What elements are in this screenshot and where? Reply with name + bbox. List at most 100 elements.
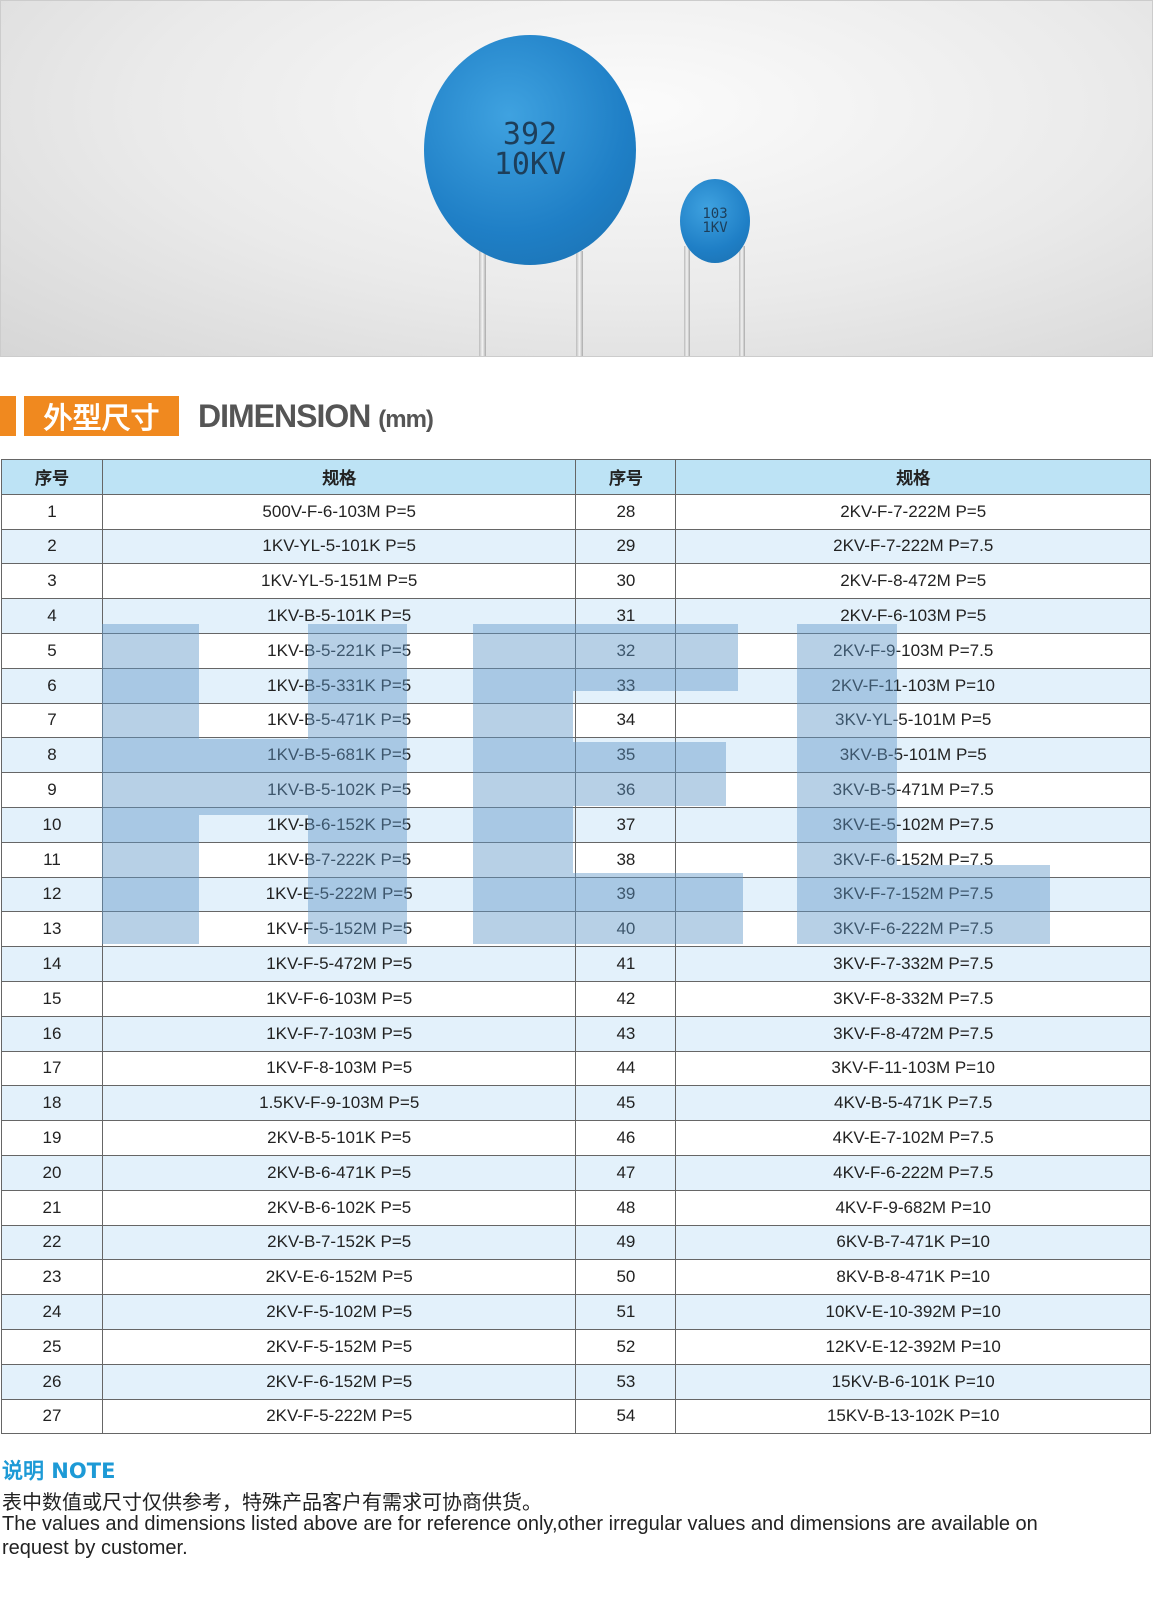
- cell-spec: 2KV-F-9-103M P=7.5: [675, 632, 1151, 669]
- cell-spec: 6KV-B-7-471K P=10: [675, 1224, 1151, 1261]
- cell-index: 12: [1, 876, 103, 913]
- table-row: 7 1KV-B-5-471K P=5 34 3KV-YL-5-101M P=5: [1, 702, 1151, 739]
- cell-spec: 2KV-F-5-102M P=5: [101, 1294, 577, 1330]
- cell-index: 53: [575, 1363, 677, 1400]
- cell-index: 3: [1, 563, 103, 600]
- cell-spec: 3KV-E-5-102M P=7.5: [675, 806, 1151, 843]
- section-unit: (mm): [378, 406, 434, 433]
- cell-spec: 4KV-E-7-102M P=7.5: [675, 1120, 1151, 1156]
- table-row: 8 1KV-B-5-681K P=5 35 3KV-B-5-101M P=5: [1, 737, 1151, 774]
- note-text-cn: 表中数值或尺寸仅供参考，特殊产品客户有需求可协商供货。: [2, 1490, 542, 1514]
- cell-index: 33: [575, 667, 677, 704]
- table-row: 11 1KV-B-7-222K P=5 38 3KV-F-6-152M P=7.5: [1, 841, 1151, 878]
- large-cap-value: 392: [502, 117, 558, 152]
- cell-index: 11: [1, 841, 103, 878]
- cell-index: 51: [575, 1294, 677, 1330]
- cell-spec: 2KV-F-5-152M P=5: [101, 1328, 577, 1365]
- cell-index: 1: [1, 493, 103, 530]
- cell-index: 32: [575, 632, 677, 669]
- cell-spec: 3KV-F-6-222M P=7.5: [675, 911, 1151, 948]
- cell-spec: 2KV-B-7-152K P=5: [101, 1224, 577, 1261]
- table-row: 24 2KV-F-5-102M P=5 51 10KV-E-10-392M P=10: [1, 1294, 1151, 1330]
- cell-index: 6: [1, 667, 103, 704]
- cell-index: 30: [575, 563, 677, 600]
- cell-spec: 2KV-F-8-472M P=5: [675, 563, 1151, 600]
- cell-index: 37: [575, 806, 677, 843]
- cell-spec: 3KV-F-7-332M P=7.5: [675, 946, 1151, 982]
- cell-spec: 500V-F-6-103M P=5: [101, 493, 577, 530]
- cell-index: 34: [575, 702, 677, 739]
- cell-spec: 1KV-B-6-152K P=5: [101, 806, 577, 843]
- capacitor-lead: [576, 251, 583, 356]
- cell-spec: 8KV-B-8-471K P=10: [675, 1259, 1151, 1296]
- section-title-cn: 外型尺寸: [24, 396, 179, 436]
- table-row: 1 500V-F-6-103M P=5 28 2KV-F-7-222M P=5: [1, 493, 1151, 530]
- note-text-en: The values and dimensions listed above a…: [2, 1513, 1038, 1559]
- cell-index: 39: [575, 876, 677, 913]
- cell-spec: 1KV-F-8-103M P=5: [101, 1050, 577, 1087]
- header-spec: 规格: [675, 459, 1151, 495]
- cell-index: 47: [575, 1154, 677, 1191]
- table-row: 4 1KV-B-5-101K P=5 31 2KV-F-6-103M P=5: [1, 598, 1151, 634]
- cell-index: 36: [575, 772, 677, 808]
- cell-spec: 1KV-F-6-103M P=5: [101, 980, 577, 1017]
- table-row: 27 2KV-F-5-222M P=5 54 15KV-B-13-102K P=10: [1, 1398, 1151, 1435]
- cell-spec: 12KV-E-12-392M P=10: [675, 1328, 1151, 1365]
- table-row: 19 2KV-B-5-101K P=5 46 4KV-E-7-102M P=7.5: [1, 1120, 1151, 1156]
- small-cap-value: 103: [702, 206, 728, 222]
- cell-index: 52: [575, 1328, 677, 1365]
- cell-spec: 2KV-F-6-103M P=5: [675, 598, 1151, 634]
- cell-spec: 1KV-B-7-222K P=5: [101, 841, 577, 878]
- cell-spec: 2KV-B-6-102K P=5: [101, 1189, 577, 1226]
- cell-spec: 1KV-YL-5-101K P=5: [101, 528, 577, 565]
- large-cap-voltage: 10KV: [493, 147, 567, 182]
- table-row: 22 2KV-B-7-152K P=5 49 6KV-B-7-471K P=10: [1, 1224, 1151, 1261]
- cell-index: 13: [1, 911, 103, 948]
- cell-spec: 1KV-B-5-101K P=5: [101, 598, 577, 634]
- cell-index: 44: [575, 1050, 677, 1087]
- cell-spec: 1KV-F-5-152M P=5: [101, 911, 577, 948]
- cell-spec: 2KV-F-7-222M P=7.5: [675, 528, 1151, 565]
- table-row: 12 1KV-E-5-222M P=5 39 3KV-F-7-152M P=7.5: [1, 876, 1151, 913]
- cell-index: 10: [1, 806, 103, 843]
- table-row: 5 1KV-B-5-221K P=5 32 2KV-F-9-103M P=7.5: [1, 632, 1151, 669]
- cell-index: 22: [1, 1224, 103, 1261]
- table-row: 16 1KV-F-7-103M P=5 43 3KV-F-8-472M P=7.5: [1, 1015, 1151, 1052]
- cell-index: 9: [1, 772, 103, 808]
- cell-index: 48: [575, 1189, 677, 1226]
- small-capacitor: 103 1KV: [680, 179, 750, 263]
- cell-spec: 1KV-F-7-103M P=5: [101, 1015, 577, 1052]
- cell-index: 49: [575, 1224, 677, 1261]
- cell-index: 26: [1, 1363, 103, 1400]
- cell-index: 46: [575, 1120, 677, 1156]
- cell-index: 38: [575, 841, 677, 878]
- cell-spec: 2KV-F-6-152M P=5: [101, 1363, 577, 1400]
- cell-index: 43: [575, 1015, 677, 1052]
- cell-spec: 3KV-B-5-471M P=7.5: [675, 772, 1151, 808]
- cell-index: 16: [1, 1015, 103, 1052]
- small-cap-voltage: 1KV: [702, 220, 728, 236]
- table-row: 14 1KV-F-5-472M P=5 41 3KV-F-7-332M P=7.5: [1, 946, 1151, 982]
- cell-spec: 15KV-B-6-101K P=10: [675, 1363, 1151, 1400]
- cell-index: 40: [575, 911, 677, 948]
- table-row: 20 2KV-B-6-471K P=5 47 4KV-F-6-222M P=7.5: [1, 1154, 1151, 1191]
- cell-spec: 2KV-F-5-222M P=5: [101, 1398, 577, 1435]
- cell-index: 14: [1, 946, 103, 982]
- cell-spec: 4KV-F-9-682M P=10: [675, 1189, 1151, 1226]
- cell-index: 8: [1, 737, 103, 774]
- header-index: 序号: [1, 459, 103, 495]
- dimension-table: 序号 规格 序号 规格 1 500V-F-6-103M P=5 28 2KV-F-7-…: [1, 459, 1151, 1435]
- table-header-row: 序号 规格 序号 规格: [1, 459, 1151, 495]
- cell-index: 29: [575, 528, 677, 565]
- cell-spec: 15KV-B-13-102K P=10: [675, 1398, 1151, 1435]
- table-row: 9 1KV-B-5-102K P=5 36 3KV-B-5-471M P=7.5: [1, 772, 1151, 808]
- table-row: 21 2KV-B-6-102K P=5 48 4KV-F-9-682M P=10: [1, 1189, 1151, 1226]
- table-row: 25 2KV-F-5-152M P=5 52 12KV-E-12-392M P=10: [1, 1328, 1151, 1365]
- cell-index: 5: [1, 632, 103, 669]
- cell-spec: 3KV-YL-5-101M P=5: [675, 702, 1151, 739]
- section-title-en: DIMENSION (mm): [198, 398, 434, 435]
- cell-index: 20: [1, 1154, 103, 1191]
- cell-spec: 4KV-F-6-222M P=7.5: [675, 1154, 1151, 1191]
- cell-spec: 2KV-B-5-101K P=5: [101, 1120, 577, 1156]
- cell-spec: 3KV-F-7-152M P=7.5: [675, 876, 1151, 913]
